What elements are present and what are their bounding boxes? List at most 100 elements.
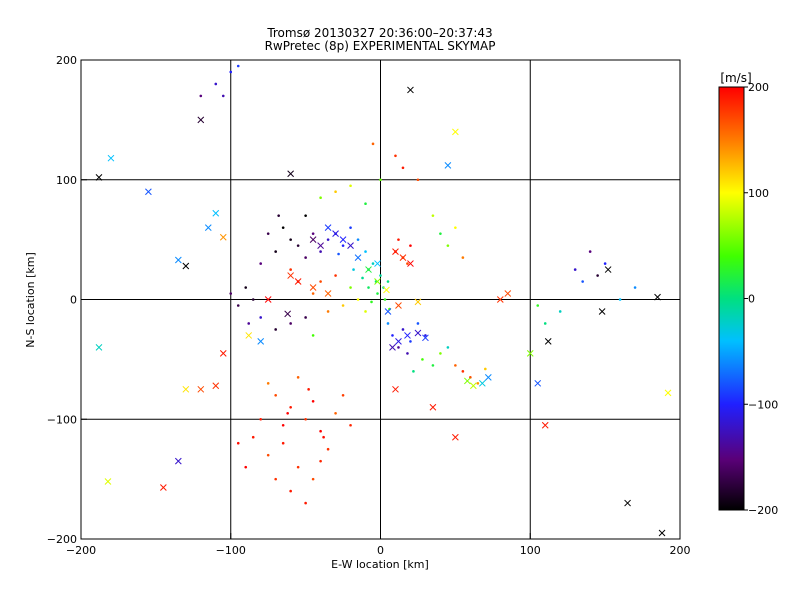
data-point-x — [399, 254, 407, 261]
data-point-x — [264, 296, 272, 303]
colorbar-ticks: 200 100 0 −100 −200 — [744, 81, 778, 517]
data-point — [543, 322, 547, 325]
data-point — [633, 286, 637, 289]
data-point-x — [245, 332, 253, 339]
data-point-x — [395, 302, 402, 309]
data-point — [251, 435, 255, 439]
x-axis-label: E-W location [km] — [331, 558, 429, 571]
data-point — [289, 268, 292, 271]
data-point — [304, 214, 307, 217]
data-point-x — [324, 224, 332, 232]
chart-title: Tromsø 20130327 20:36:00–20:37:43 — [266, 26, 492, 40]
data-point-x — [624, 499, 631, 507]
y-tick-label: 200 — [56, 54, 77, 67]
colorbar-tick-label: 0 — [748, 293, 755, 306]
data-point-x — [658, 529, 666, 537]
data-point-x — [365, 266, 372, 273]
data-point-x — [287, 170, 295, 178]
data-point — [274, 477, 277, 481]
data-point-x — [182, 262, 190, 270]
data-point — [274, 250, 277, 253]
data-point — [383, 298, 387, 301]
data-point-x — [197, 116, 205, 124]
data-point — [214, 82, 218, 86]
data-point-x — [504, 290, 512, 297]
data-point — [319, 196, 322, 200]
data-point — [341, 304, 345, 307]
data-point — [424, 334, 427, 337]
data-point — [259, 262, 263, 265]
data-point-x — [219, 233, 227, 241]
data-point-x — [160, 484, 167, 491]
data-point — [386, 280, 390, 283]
data-point-x — [526, 350, 534, 357]
data-point-x — [197, 385, 205, 393]
data-point-x — [452, 433, 459, 441]
data-point-x — [309, 236, 317, 243]
data-point — [394, 154, 397, 158]
colorbar-tick-label: 200 — [748, 81, 769, 94]
data-point — [311, 399, 315, 403]
data-point — [266, 382, 270, 385]
colorbar — [718, 86, 745, 511]
data-point — [281, 423, 285, 427]
data-point-x — [395, 338, 402, 345]
data-point-x — [478, 379, 486, 387]
data-point-x — [287, 272, 295, 279]
data-point-x — [219, 350, 227, 357]
data-point — [356, 238, 360, 241]
data-point — [319, 429, 322, 433]
data-point-x — [324, 290, 332, 297]
data-point — [244, 465, 248, 469]
data-point — [376, 292, 379, 295]
data-point — [274, 328, 277, 331]
data-point — [277, 214, 280, 217]
x-ticks: −200 −100 0 100 200 — [66, 533, 691, 557]
data-point — [289, 405, 292, 409]
data-point — [286, 411, 289, 415]
data-point — [229, 292, 233, 295]
data-point-x — [496, 296, 504, 303]
data-point-x — [374, 260, 381, 267]
data-point — [259, 417, 263, 421]
data-point — [439, 352, 442, 355]
data-point — [454, 364, 457, 367]
data-point — [409, 244, 412, 247]
data-point-x — [541, 421, 549, 429]
data-point-x — [339, 236, 347, 243]
data-point-x — [284, 310, 292, 318]
data-point-x — [392, 248, 399, 255]
data-point — [337, 252, 340, 256]
data-point — [431, 364, 435, 367]
data-point-x — [422, 334, 429, 342]
data-point — [236, 441, 240, 445]
data-point-x — [317, 242, 324, 249]
data-point — [364, 202, 367, 205]
data-point — [266, 232, 270, 235]
data-point — [274, 394, 277, 397]
data-point-x — [452, 128, 459, 136]
data-point — [406, 262, 409, 265]
data-point-x — [604, 266, 612, 273]
data-point — [247, 322, 251, 325]
data-point — [319, 280, 322, 283]
data-point — [397, 238, 400, 241]
data-point-x — [95, 344, 103, 351]
data-point-x — [95, 174, 103, 181]
data-point — [412, 370, 415, 373]
data-point — [588, 250, 592, 253]
data-point-x — [107, 154, 115, 162]
data-point-x — [309, 284, 317, 291]
data-point — [304, 417, 307, 421]
data-point — [416, 322, 420, 325]
data-point-x — [469, 382, 477, 390]
data-point-x — [484, 373, 492, 381]
data-point — [371, 262, 375, 265]
data-point-x — [407, 86, 414, 94]
data-point — [484, 367, 487, 371]
data-point-x — [407, 260, 414, 267]
data-point — [304, 501, 307, 505]
data-point — [476, 382, 480, 385]
data-point-x — [654, 293, 661, 301]
